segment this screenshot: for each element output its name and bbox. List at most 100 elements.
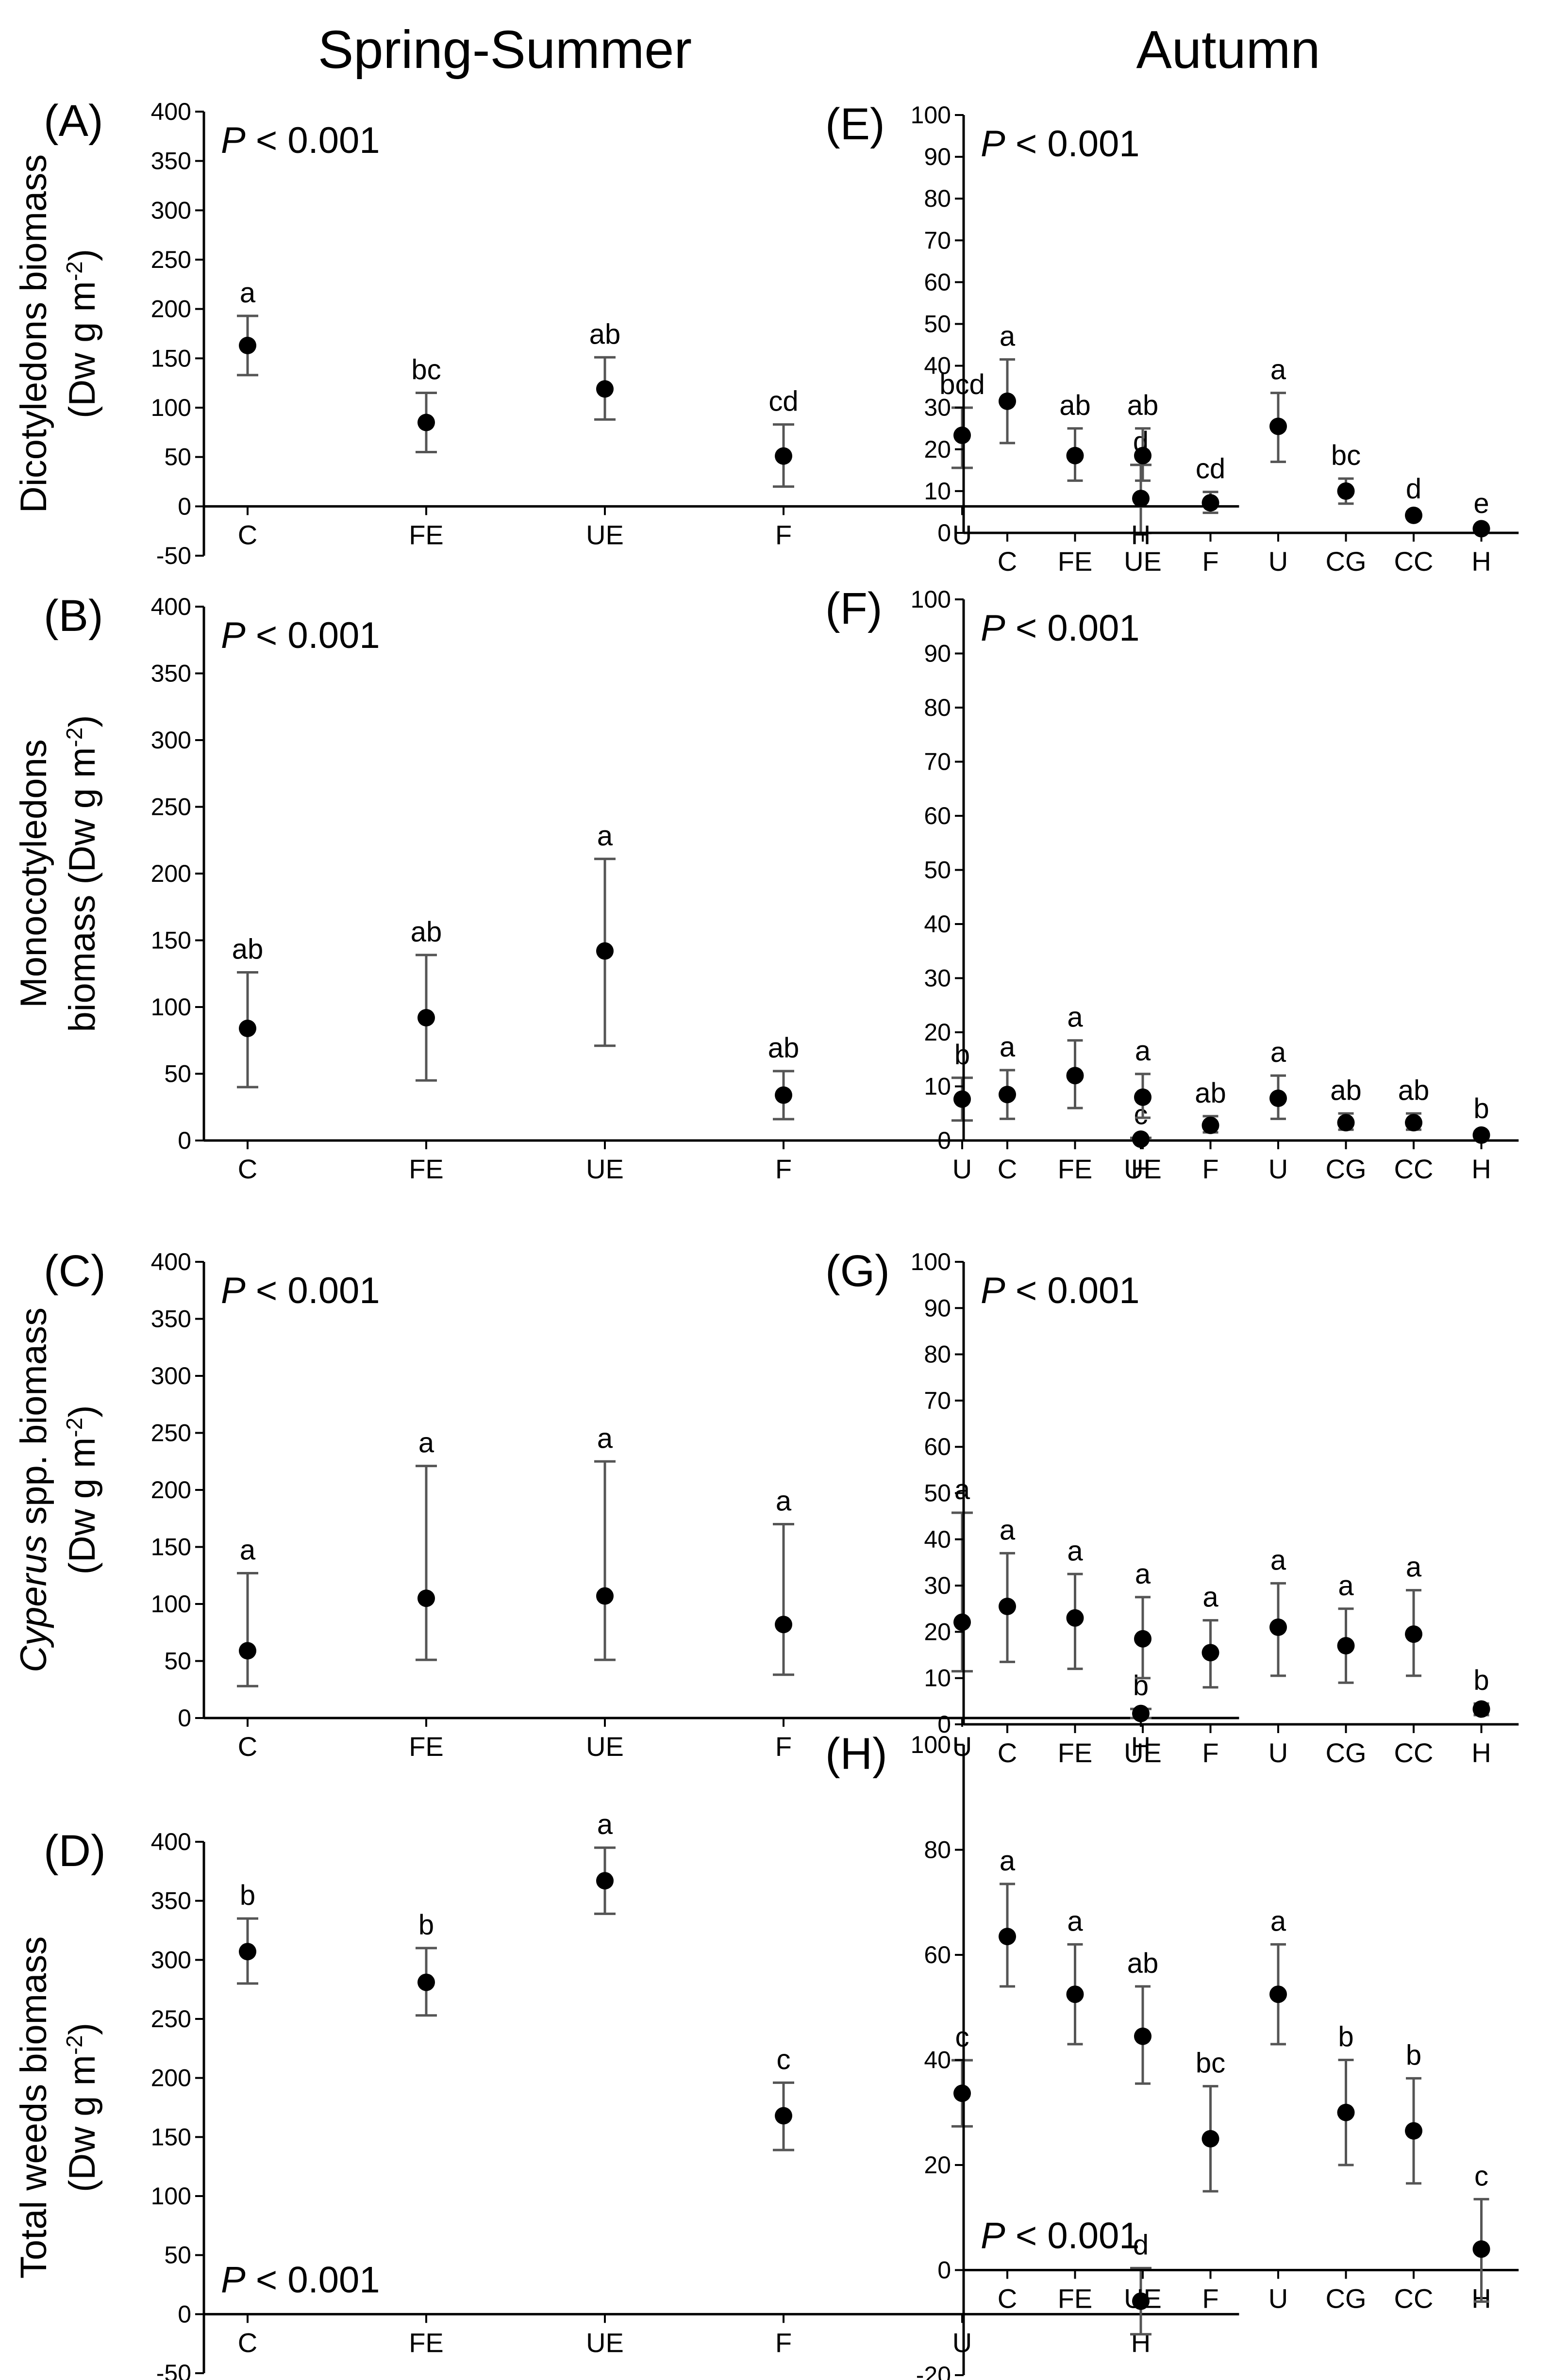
y-tick-label: 200 xyxy=(151,1476,191,1504)
x-tick-label: F xyxy=(775,1154,792,1184)
column-title-autumn: Autumn xyxy=(1136,20,1320,80)
data-point xyxy=(775,2107,792,2125)
p-value: < 0.001 xyxy=(1005,123,1140,165)
data-point xyxy=(239,1020,256,1037)
y-tick-label: 100 xyxy=(911,101,951,129)
y-axis-title-line: (Dw g m-2) xyxy=(62,249,103,418)
x-tick-label: C xyxy=(238,1731,257,1762)
data-point xyxy=(1134,2027,1151,2045)
y-tick-label: 10 xyxy=(924,478,951,505)
data-point xyxy=(417,1589,435,1607)
panel-label: (G) xyxy=(825,1246,890,1296)
data-point xyxy=(1472,2240,1490,2258)
panel-label: (E) xyxy=(825,99,885,149)
y-axis-title-part: (Dw g m xyxy=(62,2055,103,2192)
significance-letter: b xyxy=(1133,1670,1149,1702)
y-tick-label: 30 xyxy=(924,965,951,992)
y-axis-title-line: biomass (Dw g m-2) xyxy=(62,715,103,1032)
p-value-label: P < 0.001 xyxy=(221,2259,380,2300)
p-value: < 0.001 xyxy=(1005,2215,1140,2257)
significance-letter: b xyxy=(240,1880,255,1911)
y-tick-label: -20 xyxy=(916,2362,951,2380)
x-tick-label: U xyxy=(1268,546,1288,577)
data-point xyxy=(775,447,792,465)
p-symbol: P xyxy=(221,2259,246,2300)
significance-letter: a xyxy=(1270,1544,1286,1576)
y-tick-label: 300 xyxy=(151,1362,191,1389)
p-symbol: P xyxy=(221,615,246,656)
y-tick-label: 50 xyxy=(164,1648,191,1675)
p-value: < 0.001 xyxy=(246,615,380,656)
significance-letter: a xyxy=(1000,1031,1016,1063)
data-point xyxy=(1337,1114,1355,1132)
p-value-label: P < 0.001 xyxy=(981,608,1140,649)
error-bar xyxy=(416,1465,437,1661)
y-tick-label: 150 xyxy=(151,927,191,954)
y-tick-label: 0 xyxy=(937,2257,951,2284)
x-tick-label: CG xyxy=(1326,1737,1367,1768)
data-point xyxy=(1472,1700,1490,1718)
significance-letter: a xyxy=(954,1474,970,1505)
data-point xyxy=(1472,1126,1490,1144)
x-tick-label: U xyxy=(952,1731,972,1762)
y-tick-label: 0 xyxy=(178,1127,191,1154)
x-tick-label: CC xyxy=(1394,1737,1434,1768)
x-tick-label: CG xyxy=(1326,546,1367,577)
significance-letter: a xyxy=(1270,1037,1286,1068)
x-tick-label: F xyxy=(775,2327,792,2358)
y-tick-label: 350 xyxy=(151,660,191,687)
data-point xyxy=(999,1928,1016,1946)
y-axis-title-part: Dicotyledons biomass xyxy=(13,154,54,513)
significance-letter: a xyxy=(597,1809,613,1840)
y-tick-label: 50 xyxy=(164,1060,191,1088)
y-tick-label: 250 xyxy=(151,1420,191,1447)
y-tick-label: 50 xyxy=(164,444,191,471)
x-tick-label: UE xyxy=(1124,546,1162,577)
y-tick-label: 300 xyxy=(151,727,191,754)
significance-letter: b xyxy=(1473,1093,1489,1124)
y-tick-label: 350 xyxy=(151,1306,191,1333)
significance-letter: a xyxy=(240,277,256,309)
p-value-label: P < 0.001 xyxy=(981,1270,1140,1311)
significance-letter: bcd xyxy=(939,369,985,400)
y-tick-label: 400 xyxy=(151,593,191,620)
y-tick-label: 300 xyxy=(151,1946,191,1973)
p-symbol: P xyxy=(981,608,1005,649)
significance-letter: a xyxy=(1000,321,1016,352)
data-point xyxy=(239,1943,256,1961)
data-point xyxy=(1405,1114,1422,1132)
y-tick-label: 200 xyxy=(151,2065,191,2092)
y-tick-label: 0 xyxy=(937,1711,951,1738)
x-tick-label: U xyxy=(952,2327,972,2358)
data-point xyxy=(596,942,614,960)
y-tick-label: 80 xyxy=(924,1341,951,1368)
y-tick-label: 400 xyxy=(151,98,191,125)
data-point xyxy=(239,1642,256,1660)
data-point xyxy=(1066,1985,1084,2003)
data-point xyxy=(1202,494,1219,512)
data-point xyxy=(775,1616,792,1634)
data-point xyxy=(1472,520,1490,538)
data-point xyxy=(999,1086,1016,1104)
y-axis-title-line: Total weeds biomass xyxy=(13,1936,54,2279)
x-tick-label: C xyxy=(998,546,1017,577)
significance-letter: d xyxy=(1406,473,1421,505)
y-axis-title-line: (Dw g m-2) xyxy=(62,2023,103,2192)
y-axis-title-part: -2 xyxy=(62,1418,87,1438)
significance-letter: c xyxy=(777,2044,791,2075)
y-tick-label: 100 xyxy=(151,1590,191,1618)
y-tick-label: 200 xyxy=(151,860,191,887)
y-tick-label: 40 xyxy=(924,1526,951,1553)
y-tick-label: 20 xyxy=(924,1618,951,1645)
x-tick-label: H xyxy=(1131,1154,1151,1184)
y-axis-title-part: Monocotyledons xyxy=(13,739,54,1008)
significance-letter: bc xyxy=(411,354,441,386)
x-tick-label: C xyxy=(238,2327,257,2358)
y-axis-title-line: Dicotyledons biomass xyxy=(13,154,54,513)
data-point xyxy=(999,392,1016,410)
y-tick-label: 0 xyxy=(178,2300,191,2328)
x-tick-label: FE xyxy=(409,1154,444,1184)
